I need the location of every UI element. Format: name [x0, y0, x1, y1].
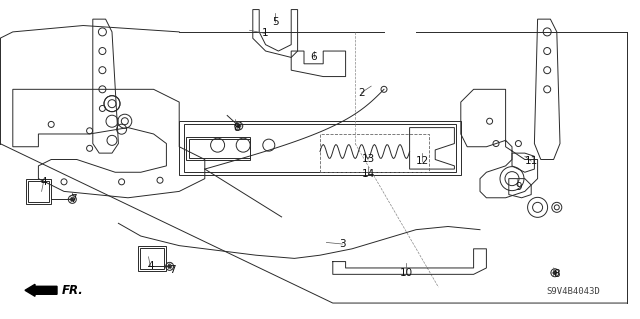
Bar	[320, 134, 429, 172]
Text: 14: 14	[362, 169, 374, 179]
Bar	[140, 248, 164, 269]
Text: 5: 5	[272, 17, 278, 27]
Circle shape	[237, 124, 241, 128]
Text: 2: 2	[358, 87, 365, 98]
Text: 13: 13	[362, 154, 374, 165]
Circle shape	[70, 197, 74, 201]
Text: 6: 6	[310, 52, 317, 63]
Text: 4: 4	[40, 177, 47, 187]
Text: 11: 11	[525, 156, 538, 166]
Text: 7: 7	[70, 194, 77, 204]
Text: 1: 1	[262, 28, 269, 39]
Circle shape	[553, 271, 557, 275]
Bar	[184, 124, 456, 173]
Text: 8: 8	[554, 269, 560, 279]
Text: 10: 10	[400, 268, 413, 278]
Text: 7: 7	[170, 264, 176, 275]
Text: 8: 8	[234, 122, 240, 133]
Bar	[186, 137, 250, 160]
Text: FR.: FR.	[62, 284, 84, 297]
Text: 9: 9	[515, 182, 522, 192]
Text: S9V4B4043D: S9V4B4043D	[546, 287, 600, 296]
Bar	[28, 181, 49, 202]
Bar	[189, 139, 250, 158]
Text: 12: 12	[416, 156, 429, 166]
Circle shape	[168, 264, 172, 268]
Text: 4: 4	[147, 261, 154, 271]
FancyArrow shape	[25, 284, 57, 296]
Bar	[179, 121, 461, 175]
Text: 3: 3	[339, 239, 346, 249]
